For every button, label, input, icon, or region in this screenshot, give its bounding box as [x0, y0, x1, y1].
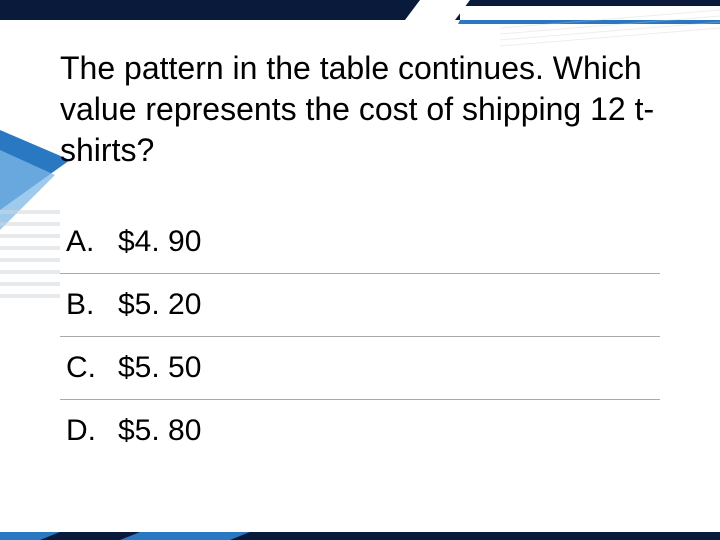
option-letter: B. — [66, 288, 118, 322]
option-text: $5. 50 — [118, 351, 201, 385]
option-a[interactable]: A. $4. 90 — [60, 211, 660, 274]
option-letter: D. — [66, 414, 118, 448]
option-c[interactable]: C. $5. 50 — [60, 337, 660, 400]
options-list: A. $4. 90 B. $5. 20 C. $5. 50 D. $5. 80 — [60, 211, 660, 462]
option-text: $5. 80 — [118, 414, 201, 448]
option-letter: C. — [66, 351, 118, 385]
option-text: $5. 20 — [118, 288, 201, 322]
option-text: $4. 90 — [118, 225, 201, 259]
option-b[interactable]: B. $5. 20 — [60, 274, 660, 337]
question-text: The pattern in the table continues. Whic… — [60, 48, 660, 171]
option-letter: A. — [66, 225, 118, 259]
option-d[interactable]: D. $5. 80 — [60, 400, 660, 462]
